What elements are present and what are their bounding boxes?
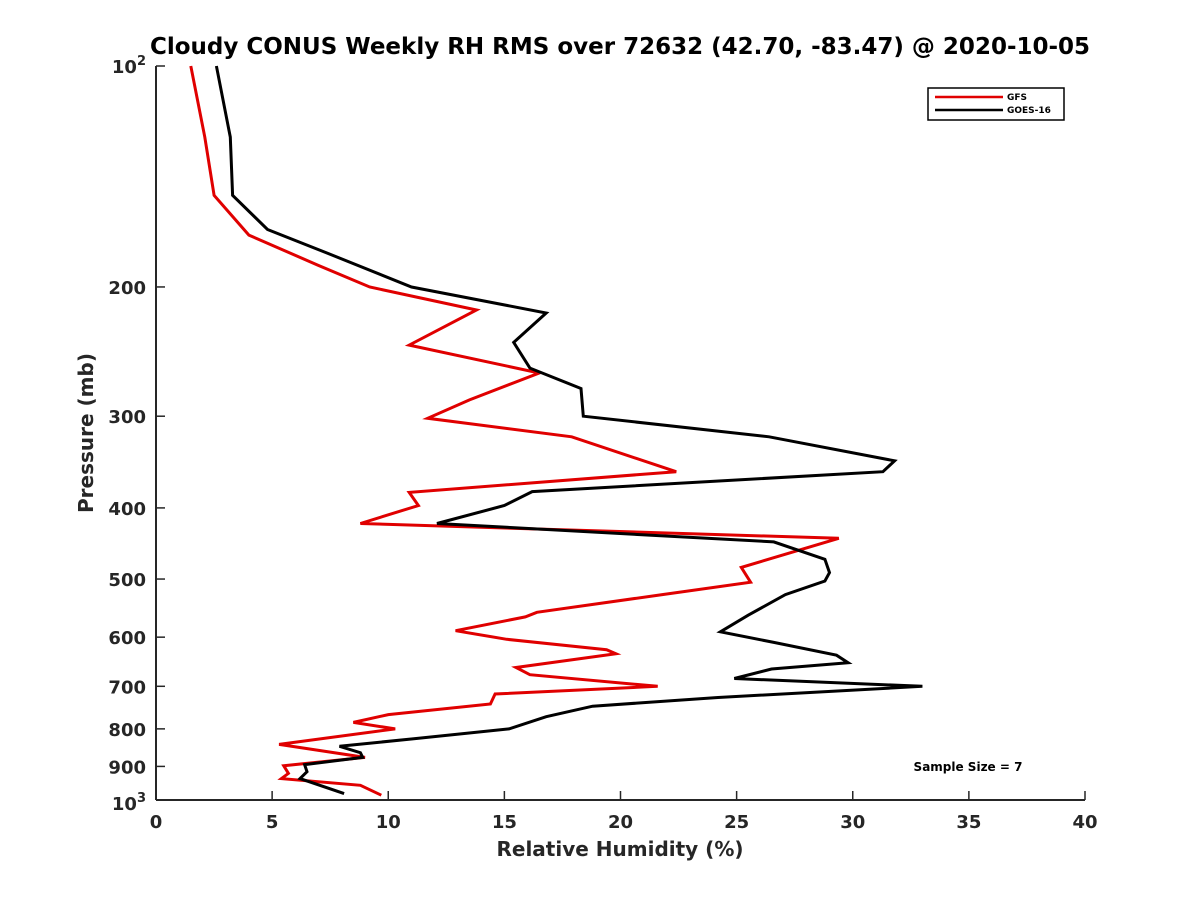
y-tick-label-base: 900 (108, 757, 146, 778)
y-tick-label: 800 (108, 720, 146, 741)
y-tick-label-exponent: 2 (137, 54, 146, 69)
y-tick-label-base: 200 (108, 278, 146, 299)
legend-box (927, 87, 1065, 121)
y-tick-label: 900 (108, 757, 146, 778)
y-tick-label: 200 (108, 278, 146, 299)
series-line-gfs (189, 65, 840, 797)
y-tick-label: 300 (108, 407, 146, 428)
x-tick-label: 10 (376, 812, 401, 833)
y-tick-label: 500 (108, 570, 146, 591)
y-tick-label: 103 (112, 791, 146, 815)
y-axis-label: Pressure (mb) (74, 353, 98, 513)
legend-label: GFS (1007, 93, 1027, 103)
y-tick-label-base: 800 (108, 720, 146, 741)
y-tick-label: 400 (108, 499, 146, 520)
y-tick-label-base: 10 (112, 794, 137, 815)
y-tick-label-base: 600 (108, 628, 146, 649)
y-tick-label-base: 700 (108, 677, 146, 698)
x-tick-label: 15 (492, 812, 517, 833)
x-tick-label: 5 (266, 812, 279, 833)
y-tick-label-base: 400 (108, 499, 146, 520)
legend: GFS GOES-16 (927, 87, 1065, 121)
legend-label: GOES-16 (1007, 106, 1051, 116)
x-tick-label: 35 (956, 812, 981, 833)
x-tick-label: 25 (724, 812, 749, 833)
x-ticks: 0 5 10 15 20 25 30 35 40 (150, 791, 1098, 833)
y-tick-label: 600 (108, 628, 146, 649)
x-tick-label: 40 (1072, 812, 1097, 833)
y-tick-label: 102 (112, 54, 146, 78)
x-tick-label: 0 (150, 812, 163, 833)
x-tick-label: 30 (840, 812, 865, 833)
series-layer (189, 65, 923, 797)
sample-size-annotation: Sample Size = 7 (914, 760, 1023, 774)
x-axis-label: Relative Humidity (%) (496, 837, 743, 861)
y-tick-label: 700 (108, 677, 146, 698)
y-tick-label-base: 10 (112, 57, 137, 78)
chart-title: Cloudy CONUS Weekly RH RMS over 72632 (4… (150, 34, 1090, 60)
y-tick-label-base: 500 (108, 570, 146, 591)
series-line-goes-16 (214, 65, 923, 796)
plot-area (156, 66, 1085, 800)
y-tick-label-base: 300 (108, 407, 146, 428)
y-tick-label-exponent: 3 (137, 791, 146, 806)
x-tick-label: 20 (608, 812, 633, 833)
